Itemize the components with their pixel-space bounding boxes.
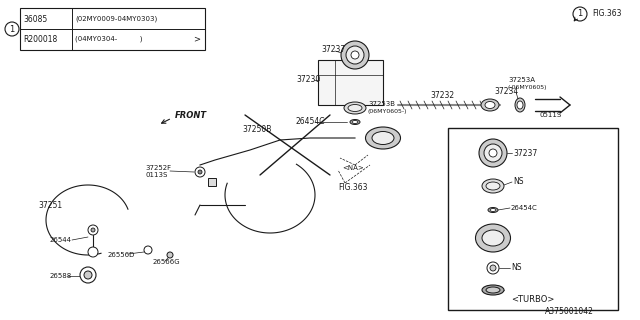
Text: A375001042: A375001042 [545, 308, 594, 316]
Text: 26454C: 26454C [511, 205, 538, 211]
Text: 37251: 37251 [38, 201, 62, 210]
Circle shape [490, 265, 496, 271]
Bar [208, 178, 216, 186]
Ellipse shape [486, 287, 500, 293]
Circle shape [5, 22, 19, 36]
Text: >: > [193, 35, 200, 44]
Bar [448, 128, 618, 310]
Ellipse shape [365, 127, 401, 149]
Circle shape [167, 252, 173, 258]
Ellipse shape [476, 224, 511, 252]
Ellipse shape [482, 230, 504, 246]
Text: 26544: 26544 [50, 237, 72, 243]
Text: FRONT: FRONT [175, 111, 207, 121]
Text: (04MY0304-          ): (04MY0304- ) [75, 36, 143, 42]
Circle shape [341, 41, 369, 69]
Circle shape [489, 149, 497, 157]
Text: <NA>: <NA> [342, 165, 364, 171]
Circle shape [195, 167, 205, 177]
Circle shape [479, 139, 507, 167]
Text: 37234: 37234 [494, 87, 518, 97]
Text: 37232: 37232 [430, 91, 454, 100]
Ellipse shape [485, 101, 495, 108]
Text: 0511S: 0511S [540, 112, 563, 118]
Ellipse shape [490, 209, 496, 212]
Text: NS: NS [511, 263, 522, 273]
Circle shape [80, 267, 96, 283]
Ellipse shape [372, 132, 394, 145]
Text: 26566G: 26566G [153, 259, 180, 265]
Ellipse shape [488, 207, 498, 212]
Text: 0113S: 0113S [145, 172, 168, 178]
Text: 1: 1 [10, 25, 15, 34]
Bar [20, 8, 205, 50]
Ellipse shape [482, 285, 504, 295]
Text: 37230: 37230 [296, 76, 320, 84]
Circle shape [144, 246, 152, 254]
Text: 37250B: 37250B [242, 125, 271, 134]
Circle shape [351, 51, 359, 59]
Text: NS: NS [513, 178, 524, 187]
Circle shape [88, 247, 98, 257]
Ellipse shape [481, 99, 499, 111]
Circle shape [88, 225, 98, 235]
Text: R200018: R200018 [23, 35, 57, 44]
Text: 37237: 37237 [513, 148, 537, 157]
Ellipse shape [517, 101, 523, 109]
Circle shape [84, 271, 92, 279]
Ellipse shape [482, 179, 504, 193]
Text: <TURBO>: <TURBO> [511, 295, 555, 305]
Text: FIG.363: FIG.363 [592, 10, 621, 19]
Circle shape [484, 144, 502, 162]
Text: (06MY0605-): (06MY0605-) [368, 108, 408, 114]
Text: (02MY0009-04MY0303): (02MY0009-04MY0303) [75, 16, 157, 22]
Text: 37253B: 37253B [368, 101, 395, 107]
Circle shape [487, 262, 499, 274]
Text: 26556D: 26556D [108, 252, 136, 258]
Text: 37252F: 37252F [145, 165, 171, 171]
Ellipse shape [515, 98, 525, 112]
Ellipse shape [348, 105, 362, 111]
Text: (-06MY0605): (-06MY0605) [508, 84, 547, 90]
Text: 26454C: 26454C [296, 117, 326, 126]
Ellipse shape [344, 102, 366, 114]
Circle shape [198, 170, 202, 174]
Ellipse shape [352, 121, 358, 124]
Circle shape [346, 46, 364, 64]
Text: FIG.363: FIG.363 [338, 183, 367, 193]
Text: 37253A: 37253A [508, 77, 535, 83]
Text: 1: 1 [577, 10, 582, 19]
Text: 26588: 26588 [50, 273, 72, 279]
Ellipse shape [350, 119, 360, 124]
Text: 37237: 37237 [321, 45, 345, 54]
Ellipse shape [486, 182, 500, 190]
Circle shape [573, 7, 587, 21]
Bar [318, 60, 383, 105]
Circle shape [91, 228, 95, 232]
Text: 36085: 36085 [23, 14, 47, 23]
